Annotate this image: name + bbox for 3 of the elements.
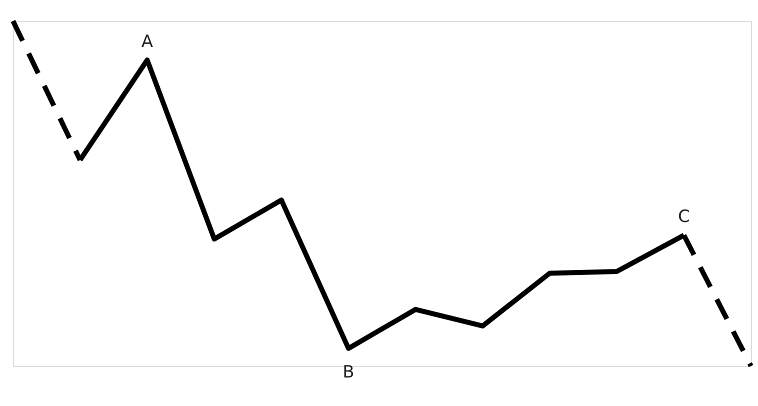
annotation: C [678, 207, 690, 228]
annotation: A [141, 32, 154, 52]
annotation: B [342, 362, 354, 382]
